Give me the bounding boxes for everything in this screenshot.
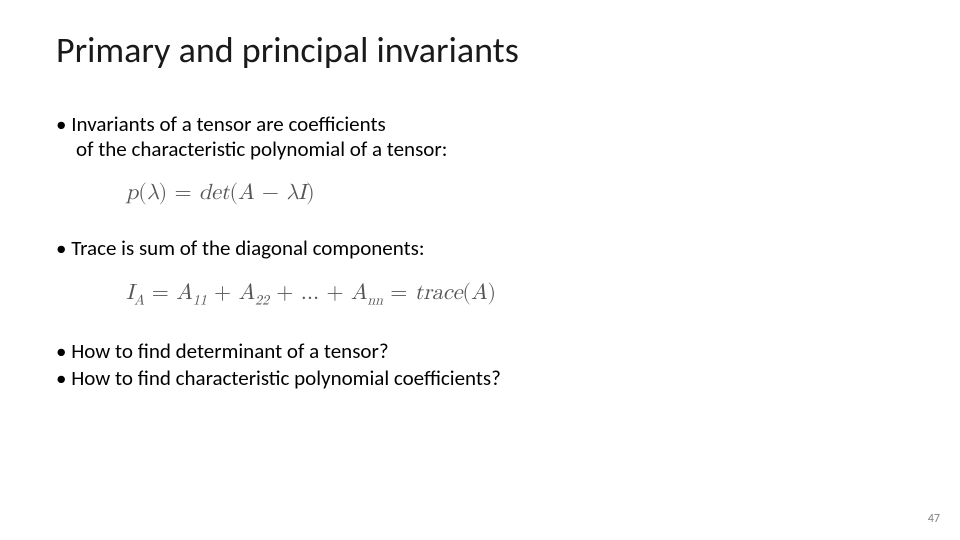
slide: Primary and principal invariants Invaria… [0, 0, 960, 540]
eq-token: ( [138, 182, 147, 204]
eq-token: det [199, 182, 230, 204]
eq-token: 22 [255, 293, 269, 307]
eq-token: trace [415, 282, 463, 304]
eq-token: A [134, 293, 145, 307]
bullet-text: Invariants of a tensor are coefficients [71, 111, 385, 137]
eq-token: = [383, 282, 415, 304]
equation-char-poly: p(λ) = det(A − λI) [56, 180, 904, 206]
eq-token: A [238, 282, 255, 304]
eq-token: ) [487, 282, 496, 304]
eq-token: … [301, 282, 319, 304]
slide-number: 47 [928, 512, 940, 526]
slide-title: Primary and principal invariants [56, 28, 904, 72]
eq-token: ( [229, 182, 238, 204]
eq-token: − [255, 182, 287, 204]
eq-token: I [298, 182, 306, 204]
eq-token: + [319, 282, 351, 304]
eq-token: = [144, 282, 176, 304]
eq-token: ( [462, 282, 471, 304]
eq-token: p [126, 182, 138, 204]
bullet-q-coefficients: How to find characteristic polynomial co… [56, 366, 904, 391]
eq-token: I [126, 282, 134, 304]
bullet-q-determinant: How to find determinant of a tensor? [56, 339, 904, 364]
bullet-trace-def: Trace is sum of the diagonal components: [56, 236, 904, 261]
eq-token: 11 [193, 293, 207, 307]
eq-token: A [176, 282, 193, 304]
eq-token: + [207, 282, 239, 304]
eq-token: A [238, 182, 255, 204]
eq-token: + [269, 282, 301, 304]
eq-token: ) [159, 182, 168, 204]
eq-token: λ [147, 182, 159, 204]
bullet-invariants-def: Invariants of a tensor are coefficients … [56, 112, 904, 162]
bullet-text-line2: of the characteristic polynomial of a te… [76, 136, 447, 162]
eq-token: = [167, 182, 199, 204]
equation-trace: IA = A11 + A22 + … + Ann = trace(A) [56, 280, 904, 309]
question-block: How to find determinant of a tensor? How… [56, 339, 904, 391]
eq-token: ) [306, 182, 315, 204]
eq-token: A [471, 282, 488, 304]
eq-token: nn [367, 293, 383, 307]
eq-token: A [351, 282, 368, 304]
eq-token: λ [286, 182, 298, 204]
